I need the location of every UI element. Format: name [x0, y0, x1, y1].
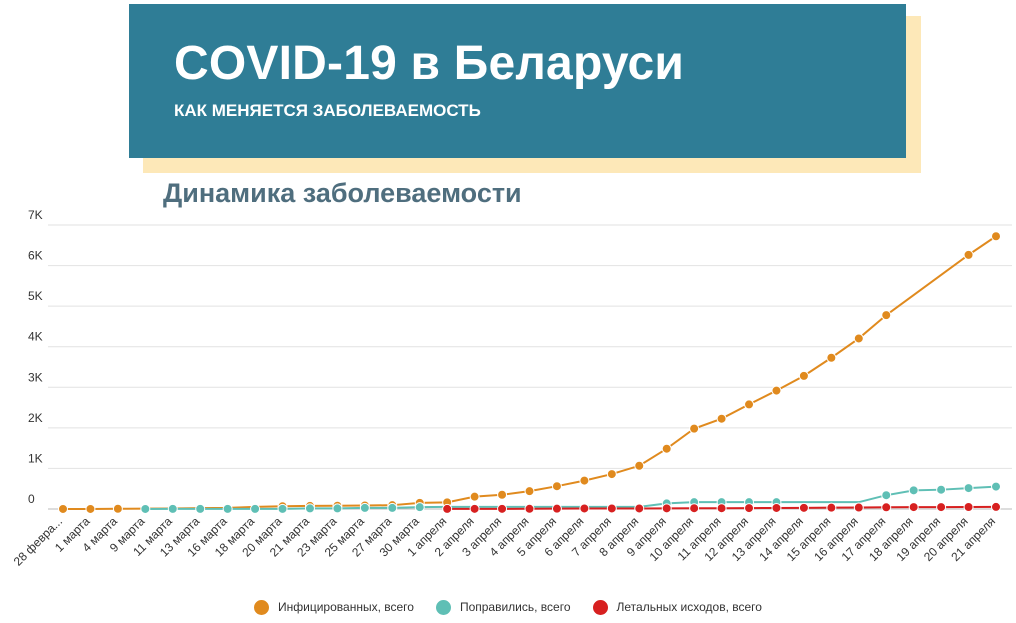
- data-point-deaths: [579, 503, 590, 514]
- data-point-recovered: [304, 503, 315, 514]
- data-point-deaths: [936, 502, 947, 513]
- legend-marker: [592, 599, 608, 615]
- data-point-deaths: [469, 503, 480, 514]
- data-point-recovered: [387, 502, 398, 513]
- data-point-infected: [634, 460, 645, 471]
- data-point-deaths: [908, 502, 919, 513]
- data-point-infected: [881, 310, 892, 321]
- data-point-deaths: [606, 503, 617, 514]
- data-point-recovered: [332, 503, 343, 514]
- y-tick-label: 5K: [28, 289, 43, 303]
- data-point-recovered: [167, 503, 178, 514]
- data-point-infected: [579, 475, 590, 486]
- data-point-deaths: [853, 502, 864, 513]
- page-subtitle: КАК МЕНЯЕТСЯ ЗАБОЛЕВАЕМОСТЬ: [174, 101, 481, 120]
- data-point-deaths: [716, 503, 727, 514]
- data-point-deaths: [551, 503, 562, 514]
- data-point-deaths: [798, 502, 809, 513]
- data-point-infected: [58, 503, 68, 514]
- data-point-deaths: [881, 502, 892, 513]
- legend-marker: [435, 599, 451, 615]
- data-point-recovered: [881, 490, 892, 501]
- data-point-infected: [497, 489, 508, 500]
- page-title: COVID-19 в Беларуси: [174, 37, 685, 90]
- data-point-deaths: [442, 503, 453, 514]
- data-point-infected: [112, 503, 123, 514]
- data-point-recovered: [359, 502, 370, 513]
- data-point-recovered: [414, 502, 425, 513]
- y-tick-label: 3K: [28, 370, 43, 384]
- y-tick-label: 6K: [28, 249, 43, 263]
- legend-item[interactable]: Летальных исходов, всего: [592, 599, 762, 615]
- header-banner: COVID-19 в Беларуси КАК МЕНЯЕТСЯ ЗАБОЛЕВ…: [129, 4, 906, 158]
- y-tick-label: 0: [28, 492, 35, 506]
- data-point-deaths: [771, 502, 782, 513]
- data-point-infected: [551, 481, 562, 492]
- data-point-deaths: [689, 503, 700, 514]
- legend-label: Поправились, всего: [459, 600, 571, 614]
- data-point-deaths: [744, 503, 755, 514]
- data-point-infected: [744, 399, 755, 410]
- y-tick-label: 2K: [28, 411, 43, 425]
- data-point-recovered: [250, 503, 261, 514]
- data-point-infected: [606, 469, 617, 480]
- data-point-infected: [771, 385, 782, 396]
- data-point-recovered: [195, 503, 206, 514]
- data-point-infected: [798, 370, 809, 381]
- data-point-infected: [661, 443, 672, 454]
- data-point-recovered: [963, 483, 974, 494]
- data-point-recovered: [222, 503, 233, 514]
- data-point-deaths: [497, 503, 508, 514]
- data-point-deaths: [661, 503, 672, 514]
- legend-item[interactable]: Поправились, всего: [435, 599, 571, 615]
- chart-title: Динамика заболеваемости: [163, 178, 522, 208]
- data-point-recovered: [908, 485, 919, 496]
- data-point-deaths: [963, 502, 974, 513]
- data-point-recovered: [140, 503, 151, 514]
- data-point-recovered: [277, 503, 288, 514]
- legend-label: Летальных исходов, всего: [616, 600, 762, 614]
- y-tick-label: 1K: [28, 451, 43, 465]
- data-point-deaths: [826, 502, 837, 513]
- data-point-deaths: [634, 503, 645, 514]
- y-tick-label: 7K: [28, 208, 43, 222]
- y-tick-label: 4K: [28, 330, 43, 344]
- data-point-infected: [85, 503, 96, 514]
- legend-marker: [254, 599, 270, 615]
- data-point-infected: [826, 352, 837, 363]
- data-point-deaths: [991, 501, 1001, 512]
- data-point-infected: [716, 413, 727, 424]
- data-point-infected: [853, 333, 864, 344]
- data-point-infected: [469, 491, 480, 502]
- data-point-deaths: [524, 503, 535, 514]
- data-point-recovered: [936, 484, 947, 495]
- legend-item[interactable]: Инфицированных, всего: [254, 599, 414, 615]
- data-point-infected: [689, 423, 700, 434]
- data-point-infected: [524, 486, 535, 497]
- data-point-infected: [991, 231, 1001, 242]
- data-point-recovered: [991, 481, 1001, 492]
- chart-legend: Инфицированных, всего Поправились, всего Л…: [0, 597, 1016, 617]
- legend-label: Инфицированных, всего: [278, 600, 414, 614]
- data-point-infected: [963, 249, 974, 260]
